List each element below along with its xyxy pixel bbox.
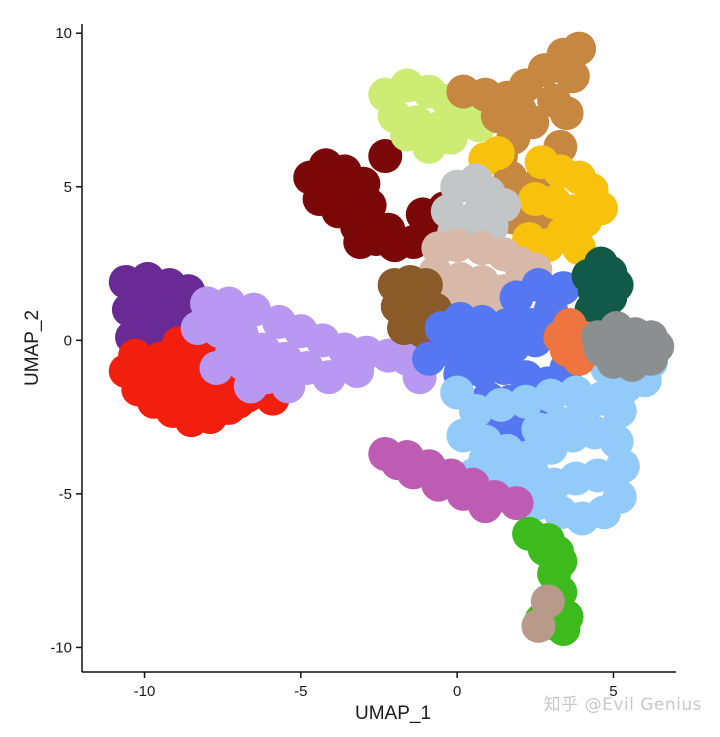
y-tick-label: -10 — [50, 639, 72, 656]
data-point — [602, 479, 637, 514]
data-point — [555, 59, 590, 94]
data-point — [315, 169, 350, 204]
y-tick-label: 10 — [55, 25, 72, 42]
cluster-12 — [368, 436, 534, 524]
y-tick-label: 5 — [64, 179, 72, 196]
plot-points — [108, 31, 675, 647]
y-axis-title: UMAP_2 — [22, 310, 43, 386]
x-tick-label: -5 — [294, 683, 307, 700]
data-point — [640, 329, 675, 364]
data-point — [233, 369, 268, 404]
data-point — [118, 338, 153, 373]
data-point — [583, 191, 618, 226]
data-point — [483, 387, 518, 422]
data-point — [121, 301, 156, 336]
data-point — [311, 360, 346, 395]
data-point — [424, 311, 459, 346]
data-point — [565, 397, 600, 432]
data-point — [543, 544, 578, 579]
data-point — [271, 369, 306, 404]
data-point — [405, 197, 440, 232]
x-ticks: -10 -5 0 5 — [134, 672, 618, 700]
cluster-4 — [368, 68, 497, 164]
cluster-7 — [430, 163, 522, 250]
data-point — [468, 489, 503, 524]
x-tick-label: -10 — [134, 683, 156, 700]
data-point — [599, 268, 634, 303]
data-point — [440, 228, 475, 263]
data-point — [380, 446, 415, 481]
data-point — [480, 99, 515, 134]
data-point — [499, 486, 534, 521]
data-point — [465, 188, 500, 223]
data-point — [352, 188, 387, 223]
watermark: 知乎 @Evil Genius — [543, 695, 702, 715]
data-point — [140, 277, 175, 312]
y-tick-label: 0 — [64, 332, 72, 349]
x-tick-label: 5 — [609, 683, 617, 700]
cluster-16 — [580, 311, 675, 382]
axes — [81, 24, 676, 673]
data-point — [180, 311, 215, 346]
data-point — [480, 135, 515, 170]
data-point — [199, 350, 234, 385]
data-point — [533, 378, 568, 413]
data-point — [521, 412, 556, 447]
y-tick-label: -5 — [59, 486, 72, 503]
x-tick-label: 0 — [453, 683, 461, 700]
data-point — [499, 280, 534, 315]
data-point — [371, 212, 406, 247]
data-point — [343, 225, 378, 260]
data-point — [399, 274, 434, 309]
data-point — [562, 31, 597, 66]
data-point — [368, 139, 403, 174]
cluster-2 — [180, 286, 437, 404]
data-point — [605, 329, 640, 364]
cluster-17 — [521, 584, 565, 643]
y-ticks: -10 -5 0 5 10 — [50, 25, 82, 656]
data-point — [543, 320, 578, 355]
data-point — [340, 354, 375, 389]
data-point — [521, 608, 556, 643]
data-point — [549, 96, 584, 131]
data-point — [433, 120, 468, 155]
x-axis-title: UMAP_1 — [355, 703, 431, 724]
cluster-3 — [293, 139, 462, 263]
